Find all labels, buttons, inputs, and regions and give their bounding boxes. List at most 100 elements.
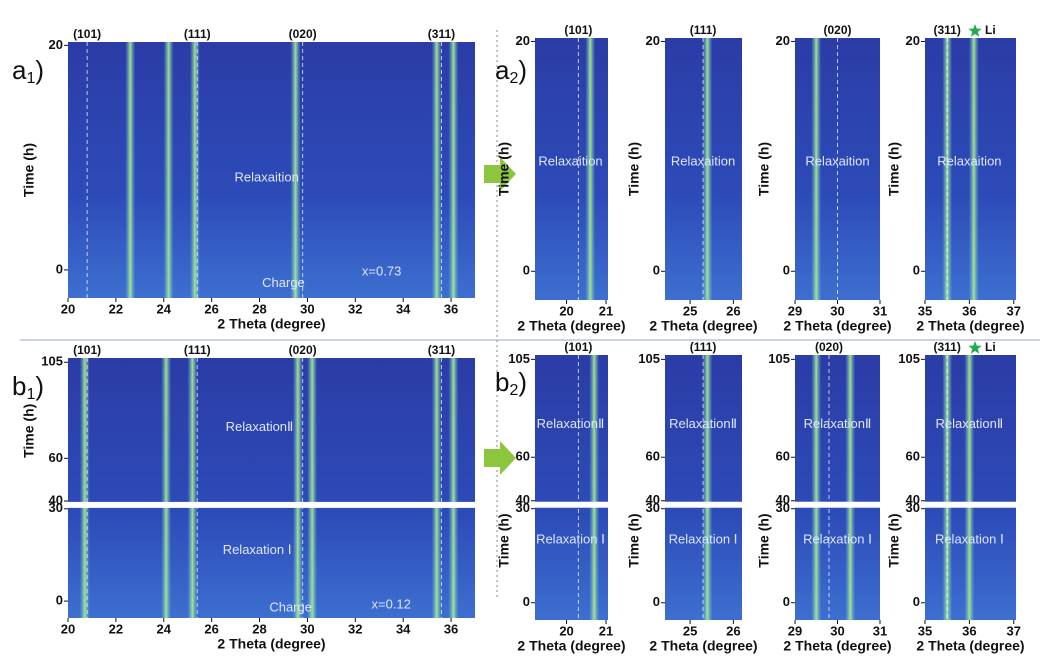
annotation: Relaxation Ⅰ [536, 531, 605, 546]
y-tick-label: 0 [56, 261, 63, 276]
y-tick-label: 30 [646, 500, 660, 515]
peak-label: (111) [184, 27, 211, 41]
panel-label-main: b [495, 367, 509, 397]
x-tick-label: 36 [962, 303, 976, 318]
annotation: Relaxaition [937, 154, 1001, 169]
annotation: Relaxaition [805, 154, 869, 169]
y-tick-label: 40 [49, 492, 63, 507]
x-tick-label: 20 [61, 301, 75, 316]
y-tick-label: 105 [508, 351, 530, 366]
intensity-streak [448, 358, 459, 618]
y-tick-label: 20 [516, 33, 530, 48]
x-tick-label: 22 [109, 301, 123, 316]
annotation: Charge [262, 275, 305, 290]
x-tick-label: 20 [559, 623, 573, 638]
intensity-streak [125, 42, 136, 298]
y-tick-label: 0 [913, 594, 920, 609]
x-tick-label: 30 [830, 623, 844, 638]
peak-label: (101) [73, 343, 101, 357]
y-tick-label: 0 [653, 594, 660, 609]
x-axis-label: 2 Theta (degree) [916, 318, 1024, 334]
peak-label: (020) [823, 23, 851, 37]
y-tick-label: 105 [638, 351, 660, 366]
intensity-streak [189, 42, 200, 298]
x-tick-label: 30 [300, 301, 314, 316]
annotation: x=0.12 [372, 597, 411, 612]
legend-marker [968, 24, 982, 37]
y-tick-label: 0 [783, 263, 790, 278]
x-tick-label: 36 [444, 301, 458, 316]
peak-label: (020) [289, 343, 317, 357]
x-tick-label: 34 [396, 301, 411, 316]
peak-label: (111) [690, 340, 717, 354]
annotation: Relaxation Ⅰ [803, 531, 872, 546]
intensity-streak [292, 358, 303, 618]
arrow [484, 157, 516, 191]
intensity-streak [187, 358, 198, 618]
x-axis-label: 2 Theta (degree) [649, 638, 757, 654]
panel-label-end: ) [35, 55, 44, 85]
x-tick-label: 31 [873, 303, 887, 318]
y-axis-label: Time (h) [626, 142, 642, 196]
annotation: Relaxaition [538, 154, 602, 169]
heatmap-bg [795, 38, 880, 300]
intensity-streak [968, 38, 979, 300]
x-tick-label: 22 [109, 621, 123, 636]
peak-label: (311) [428, 27, 455, 41]
panel-label-main: a [495, 55, 510, 85]
x-axis-label: 2 Theta (degree) [783, 318, 891, 334]
x-tick-label: 32 [348, 301, 362, 316]
intensity-streak [290, 42, 301, 298]
y-tick-label: 20 [906, 33, 920, 48]
panel-label: a2) [495, 55, 527, 87]
panel-label-sub: 1 [26, 386, 35, 403]
x-tick-label: 24 [157, 301, 172, 316]
y-tick-label: 60 [646, 449, 660, 464]
panel-label-main: b [12, 371, 26, 401]
y-tick-label: 30 [776, 500, 790, 515]
intensity-streak [161, 358, 172, 618]
x-axis-label: 2 Theta (degree) [517, 638, 625, 654]
axis-break [913, 501, 1028, 508]
axis-break [523, 501, 620, 508]
y-tick-label: 0 [523, 594, 530, 609]
peak-label: (311) [428, 343, 455, 357]
intensity-streak [589, 355, 600, 620]
y-tick-label: 60 [49, 450, 63, 465]
x-tick-label: 34 [396, 621, 411, 636]
panel-label: b2) [495, 367, 527, 399]
axis-break [783, 501, 892, 508]
peak-label: (311) [934, 23, 961, 37]
y-tick-label: 40 [776, 492, 790, 507]
x-tick-label: 28 [252, 621, 266, 636]
legend-label: Li [985, 340, 996, 354]
peak-label: (101) [564, 340, 592, 354]
y-tick-label: 40 [516, 492, 530, 507]
y-tick-label: 40 [646, 492, 660, 507]
x-tick-label: 21 [599, 303, 613, 318]
x-tick-label: 32 [348, 621, 362, 636]
y-tick-label: 0 [653, 263, 660, 278]
x-axis-label: 2 Theta (degree) [517, 318, 625, 334]
panel-label-end: ) [518, 55, 527, 85]
y-tick-label: 40 [906, 492, 920, 507]
x-tick-label: 26 [726, 303, 740, 318]
panel-label-main: a [12, 55, 27, 85]
y-axis-label: Time (h) [626, 513, 642, 567]
intensity-streak [702, 355, 713, 620]
annotation: RelaxationⅡ [226, 419, 294, 434]
x-tick-label: 37 [1007, 623, 1021, 638]
x-tick-label: 25 [683, 623, 697, 638]
intensity-streak [964, 355, 975, 620]
intensity-streak [431, 42, 442, 298]
y-axis-label: Time (h) [21, 143, 37, 197]
intensity-streak [431, 358, 442, 618]
y-axis-label: Time (h) [886, 142, 902, 196]
y-tick-label: 105 [768, 351, 790, 366]
x-tick-label: 21 [599, 623, 613, 638]
x-tick-label: 24 [157, 621, 172, 636]
annotation: Relaxaition [671, 154, 735, 169]
x-tick-label: 26 [204, 301, 218, 316]
peak-label: (020) [815, 340, 843, 354]
